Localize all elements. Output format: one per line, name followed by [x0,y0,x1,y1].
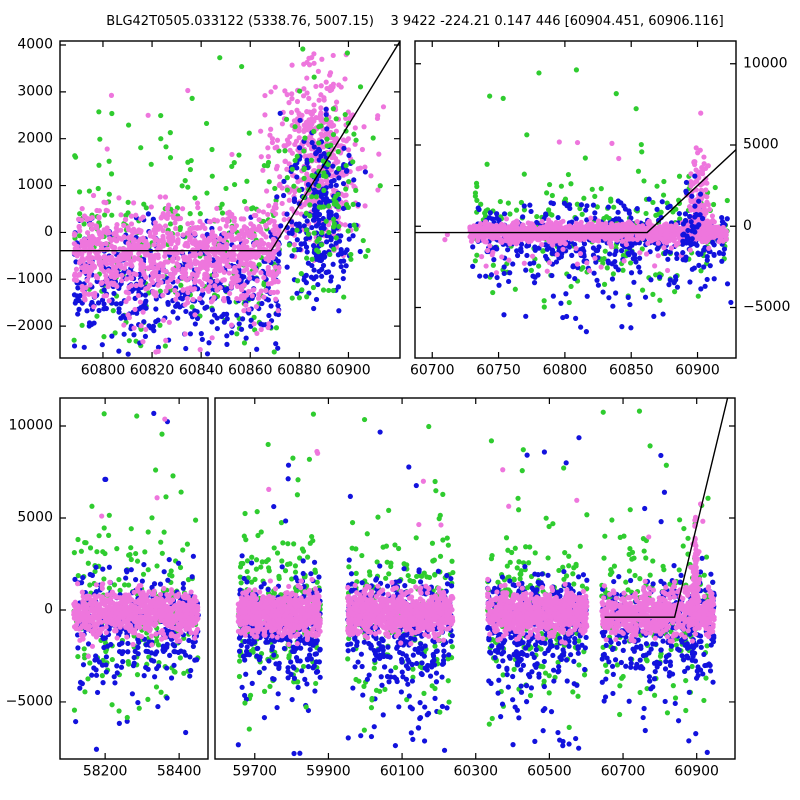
plot-title: BLG42T0505.033122 (5338.76, 5007.15) 3 9… [106,14,724,29]
